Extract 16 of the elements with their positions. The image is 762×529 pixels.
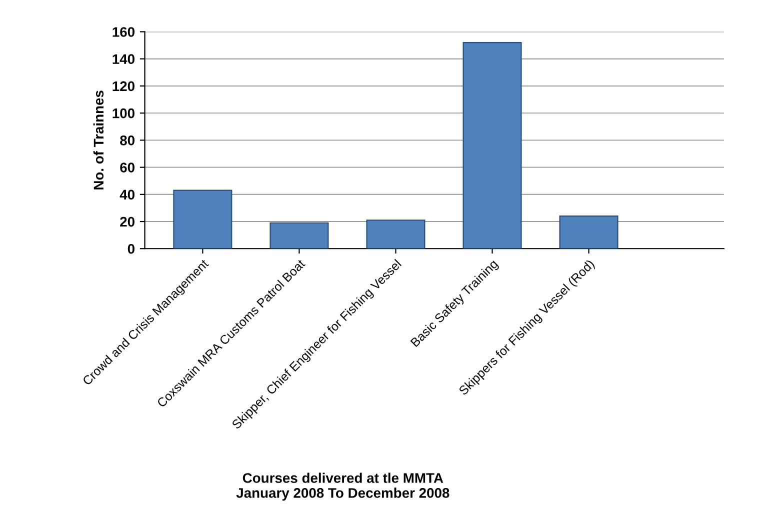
y-tick-label: 20 (120, 216, 134, 227)
y-tick-label: 160 (112, 27, 134, 37)
bar (270, 222, 329, 249)
bar (462, 42, 522, 249)
bar (559, 216, 618, 249)
y-tick-label: 40 (120, 190, 134, 200)
y-tick-label: 120 (112, 81, 134, 92)
y-tick-label: 60 (120, 162, 134, 172)
x-axis-title: Courses delivered at tle MMTA January 2008 To December 2008 (236, 472, 450, 501)
bar (173, 190, 232, 249)
y-tick-label: 140 (112, 54, 134, 64)
bar (366, 220, 426, 249)
y-axis-title: No. of Trainnes (93, 90, 104, 190)
y-tick-label: 100 (112, 108, 134, 118)
y-tick-label: 0 (128, 244, 134, 254)
y-tick-label: 80 (120, 136, 134, 146)
